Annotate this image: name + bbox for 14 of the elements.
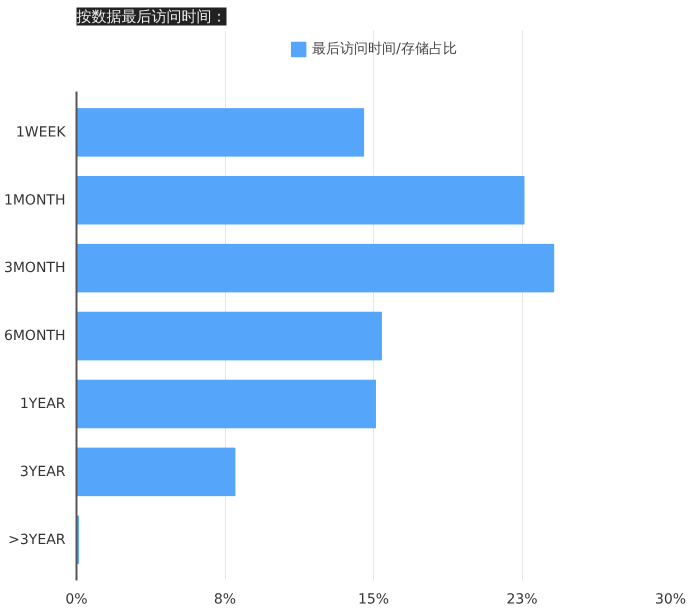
y-tick-label: 1YEAR (20, 396, 66, 412)
x-tick-label: 30% (654, 592, 686, 608)
legend-label: 最后访问时间/存储占比 (312, 40, 457, 58)
y-tick-label: 1WEEK (16, 124, 66, 140)
x-tick-label: 8% (214, 592, 236, 608)
y-tick-label: 3MONTH (4, 260, 66, 276)
x-tick-label: 23% (506, 592, 538, 608)
y-tick-label: 6MONTH (4, 328, 66, 344)
y-tick-label: 3YEAR (20, 464, 66, 480)
x-tick-label: 0% (65, 592, 88, 608)
y-tick-label: 1MONTH (4, 192, 66, 208)
y-tick-label: >3YEAR (8, 532, 66, 548)
chart-title: 按数据最后访问时间： (76, 8, 226, 26)
x-tick-label: 15% (358, 592, 390, 608)
